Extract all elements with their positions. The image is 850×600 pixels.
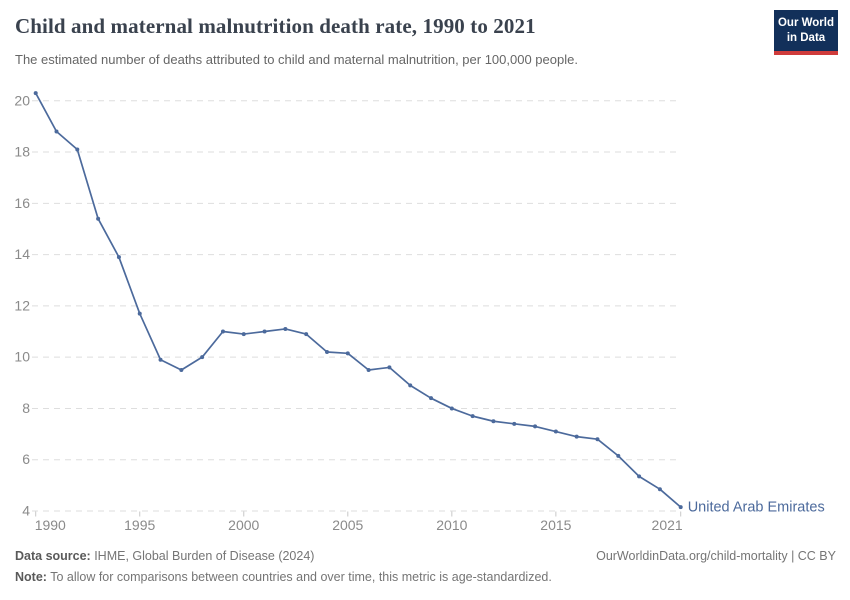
data-point[interactable] bbox=[158, 357, 163, 362]
data-point[interactable] bbox=[491, 419, 496, 424]
x-axis-label: 2005 bbox=[332, 517, 363, 533]
x-axis-label: 2000 bbox=[228, 517, 259, 533]
owid-logo-line2: in Data bbox=[786, 31, 826, 44]
data-point[interactable] bbox=[533, 424, 538, 429]
data-point[interactable] bbox=[324, 350, 329, 355]
data-point[interactable] bbox=[678, 505, 683, 510]
y-axis-label: 10 bbox=[14, 349, 30, 365]
x-axis-label: 2010 bbox=[436, 517, 467, 533]
footer-data-source: Data source: IHME, Global Burden of Dise… bbox=[15, 549, 314, 563]
data-point[interactable] bbox=[553, 429, 558, 434]
x-axis-label: 2021 bbox=[652, 517, 683, 533]
y-axis-label: 18 bbox=[14, 144, 30, 160]
note-text: To allow for comparisons between countri… bbox=[46, 570, 552, 584]
footer-link[interactable]: OurWorldinData.org/child-mortality | CC … bbox=[596, 549, 836, 563]
data-source-label: Data source: bbox=[15, 549, 91, 563]
data-point[interactable] bbox=[116, 255, 121, 260]
data-point[interactable] bbox=[179, 367, 184, 372]
y-axis-label: 14 bbox=[14, 246, 30, 262]
y-axis-label: 12 bbox=[14, 297, 30, 313]
data-source-text: IHME, Global Burden of Disease (2024) bbox=[90, 549, 315, 563]
y-axis-label: 4 bbox=[22, 503, 30, 519]
y-axis-label: 16 bbox=[14, 195, 30, 211]
data-point[interactable] bbox=[345, 351, 350, 356]
data-point[interactable] bbox=[657, 487, 662, 492]
data-point[interactable] bbox=[512, 421, 517, 426]
data-point[interactable] bbox=[54, 129, 59, 134]
data-point[interactable] bbox=[595, 437, 600, 442]
data-point[interactable] bbox=[75, 147, 80, 152]
data-point[interactable] bbox=[387, 365, 392, 370]
page-title: Child and maternal malnutrition death ra… bbox=[15, 14, 536, 38]
data-line[interactable] bbox=[34, 92, 682, 509]
data-point[interactable] bbox=[449, 406, 454, 411]
y-axis-label: 20 bbox=[14, 92, 30, 108]
owid-logo[interactable]: Our World in Data bbox=[774, 10, 838, 55]
data-point[interactable] bbox=[366, 367, 371, 372]
data-point[interactable] bbox=[241, 332, 246, 337]
series-label[interactable]: United Arab Emirates bbox=[688, 500, 825, 516]
x-axis-label: 2015 bbox=[540, 517, 571, 533]
data-point[interactable] bbox=[262, 329, 267, 334]
data-point[interactable] bbox=[429, 396, 434, 401]
footer-note: Note: To allow for comparisons between c… bbox=[15, 570, 552, 584]
data-point[interactable] bbox=[96, 216, 101, 221]
data-point[interactable] bbox=[574, 434, 579, 439]
data-point[interactable] bbox=[408, 383, 413, 388]
data-point[interactable] bbox=[33, 91, 38, 96]
data-point[interactable] bbox=[220, 329, 225, 334]
data-point[interactable] bbox=[283, 326, 288, 331]
data-point[interactable] bbox=[304, 332, 309, 337]
x-axis-label: 1995 bbox=[124, 517, 155, 533]
y-axis-label: 6 bbox=[22, 451, 30, 467]
data-point[interactable] bbox=[200, 355, 205, 360]
note-label: Note: bbox=[15, 570, 47, 584]
data-point[interactable] bbox=[616, 453, 621, 458]
data-point[interactable] bbox=[470, 414, 475, 419]
x-axis-label: 1990 bbox=[35, 517, 66, 533]
data-point[interactable] bbox=[637, 474, 642, 479]
data-point[interactable] bbox=[137, 311, 142, 316]
y-axis-label: 8 bbox=[22, 400, 30, 416]
owid-logo-line1: Our World bbox=[777, 17, 834, 29]
chart-subtitle: The estimated number of deaths attribute… bbox=[15, 52, 578, 67]
